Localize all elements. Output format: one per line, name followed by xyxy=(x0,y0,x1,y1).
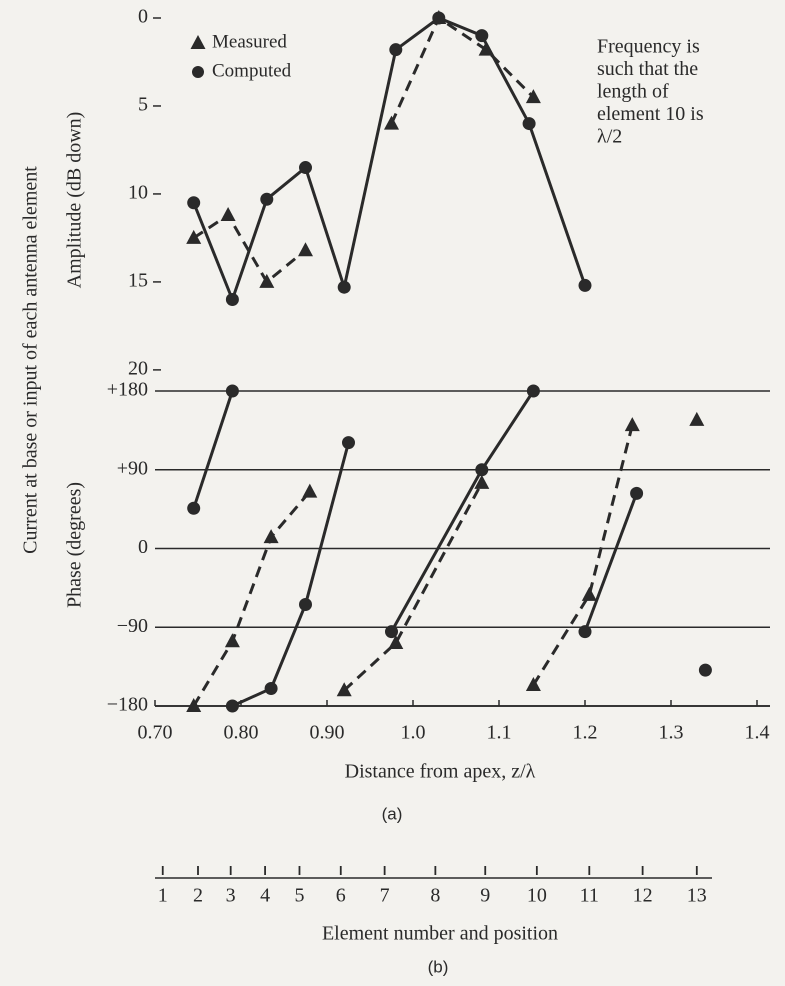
y-tick-label: +90 xyxy=(117,457,148,479)
element-label: 11 xyxy=(580,885,599,907)
circle-marker xyxy=(342,436,355,450)
y-tick-label: 15 xyxy=(128,270,148,292)
element-scale-label: Element number and position xyxy=(322,923,558,945)
annotation: length of xyxy=(597,81,669,103)
y-tick-label: 0 xyxy=(138,536,148,558)
element-label: 5 xyxy=(294,885,304,907)
caption-b: (b) xyxy=(428,957,449,976)
element-label: 10 xyxy=(527,885,547,907)
legend-marker xyxy=(192,66,204,78)
triangle-marker xyxy=(298,242,313,257)
y-tick-label: 20 xyxy=(128,357,148,379)
circle-marker xyxy=(225,699,239,713)
element-label: 3 xyxy=(226,885,236,907)
circle-marker xyxy=(264,682,278,695)
triangle-marker xyxy=(388,635,404,649)
element-label: 8 xyxy=(430,885,440,907)
element-label: 4 xyxy=(260,885,270,907)
triangle-marker xyxy=(186,698,202,712)
y-tick-label: 0 xyxy=(138,6,148,28)
element-label: 7 xyxy=(380,885,390,907)
circle-marker xyxy=(578,278,592,292)
triangle-marker xyxy=(263,529,279,544)
circle-marker xyxy=(475,463,489,477)
triangle-marker xyxy=(581,586,597,601)
triangle-marker xyxy=(624,417,640,432)
circle-marker xyxy=(299,161,312,175)
shared-y-label: Current at base or input of each antenna… xyxy=(20,166,42,554)
triangle-marker xyxy=(689,411,705,426)
circle-marker xyxy=(337,280,351,294)
annotation: λ/2 xyxy=(597,126,622,148)
triangle-marker xyxy=(186,229,202,244)
element-label: 13 xyxy=(687,885,707,907)
annotation: Frequency is xyxy=(597,36,700,58)
circle-marker xyxy=(385,625,398,639)
y-tick-label: +180 xyxy=(107,379,148,401)
dashed-line xyxy=(390,15,535,125)
circle-marker xyxy=(299,598,312,611)
triangle-marker xyxy=(302,483,318,498)
annotation: element 10 is xyxy=(597,103,704,125)
circle-marker xyxy=(187,501,201,515)
circle-marker xyxy=(389,43,403,57)
phase-y-label: Phase (degrees) xyxy=(64,482,86,608)
triangle-marker xyxy=(525,89,541,104)
solid-line xyxy=(231,442,350,708)
x-tick-label: 0.70 xyxy=(138,722,173,744)
triangle-marker xyxy=(336,682,352,697)
element-label: 9 xyxy=(480,885,490,907)
dashed-line xyxy=(192,490,311,707)
circle-marker xyxy=(225,293,239,307)
circle-marker xyxy=(522,117,536,131)
triangle-marker xyxy=(474,474,490,489)
solid-line xyxy=(390,390,535,633)
circle-marker xyxy=(187,196,201,210)
triangle-marker xyxy=(220,207,236,222)
element-label: 12 xyxy=(633,885,653,907)
legend-marker xyxy=(190,35,206,49)
dashed-line xyxy=(192,212,307,285)
x-axis-label: Distance from apex, z/λ xyxy=(345,761,536,783)
triangle-marker xyxy=(525,677,541,691)
triangle-marker xyxy=(384,115,399,130)
circle-marker xyxy=(578,625,592,639)
dashed-line xyxy=(343,482,484,692)
x-tick-label: 1.4 xyxy=(745,722,770,744)
element-label: 6 xyxy=(336,885,346,907)
x-tick-label: 1.0 xyxy=(401,722,426,744)
y-tick-label: 5 xyxy=(138,94,148,116)
solid-line xyxy=(192,390,234,509)
dashed-line xyxy=(532,424,634,686)
circle-marker xyxy=(475,29,489,43)
circle-marker xyxy=(260,192,274,206)
element-label: 1 xyxy=(158,885,168,907)
x-tick-label: 0.90 xyxy=(310,722,345,744)
triangle-marker xyxy=(224,633,240,648)
y-tick-label: 10 xyxy=(128,182,148,204)
x-tick-label: 1.2 xyxy=(573,722,598,744)
circle-marker xyxy=(526,384,540,398)
circle-marker xyxy=(225,384,239,398)
triangle-marker xyxy=(259,273,275,288)
annotation: such that the xyxy=(597,58,698,80)
legend-label: Measured xyxy=(212,31,287,52)
x-tick-label: 1.1 xyxy=(487,722,512,744)
x-tick-label: 0.80 xyxy=(224,722,259,744)
y-tick-label: −180 xyxy=(107,694,148,716)
amplitude-y-label: Amplitude (dB down) xyxy=(64,112,86,289)
circle-marker xyxy=(432,11,446,25)
solid-line xyxy=(192,16,587,304)
legend-label: Computed xyxy=(212,60,292,81)
circle-marker xyxy=(698,663,712,677)
x-tick-label: 1.3 xyxy=(659,722,684,744)
element-label: 2 xyxy=(193,885,203,907)
solid-line xyxy=(583,492,639,633)
caption-a: (a) xyxy=(382,804,403,823)
y-tick-label: −90 xyxy=(117,615,148,637)
circle-marker xyxy=(630,486,644,500)
